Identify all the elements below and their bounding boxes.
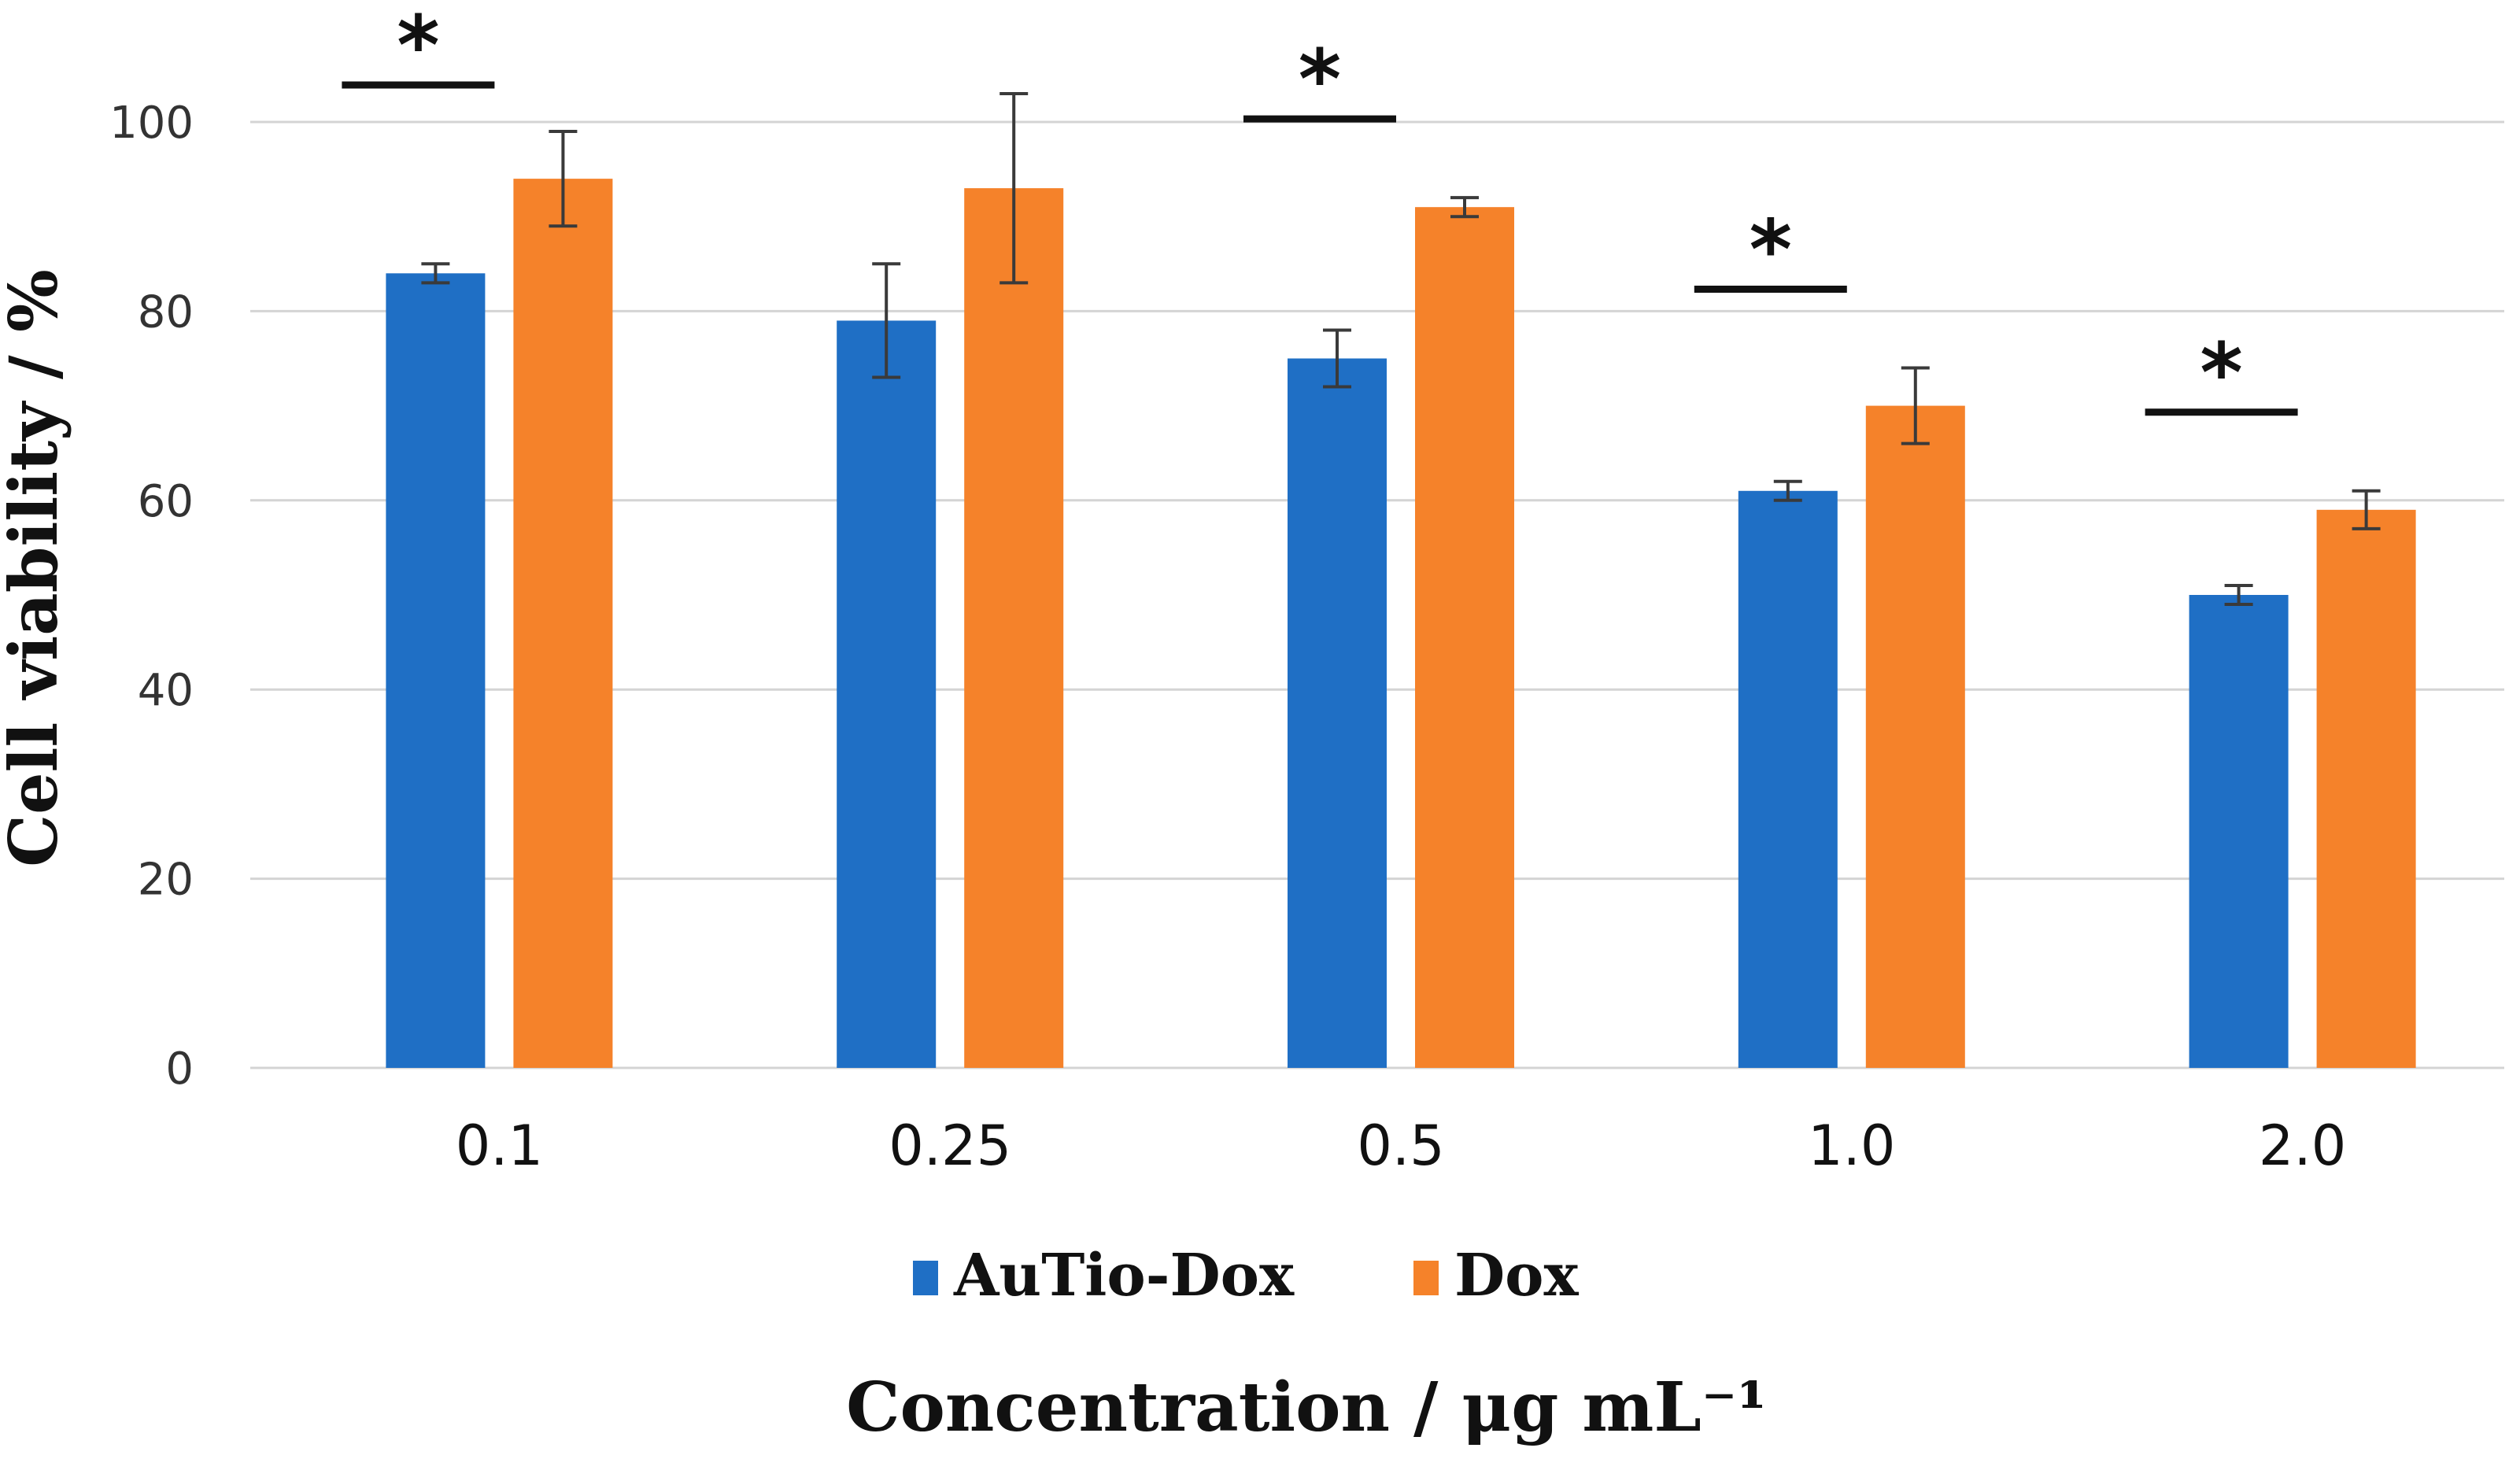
error-bar-dox-0-25 xyxy=(1000,91,1029,285)
x-tick-label: 0.1 xyxy=(456,1114,543,1178)
bar-autio-dox-0-25 xyxy=(837,320,937,1068)
bar-dox-0-1 xyxy=(513,179,613,1068)
legend-swatch-autio-dox xyxy=(913,1261,938,1295)
y-tick-label: 100 xyxy=(109,98,194,149)
y-tick-labels: 0 20 40 60 80 100 xyxy=(109,98,194,1095)
bar-dox-1-0 xyxy=(1865,405,1965,1068)
x-tick-label: 1.0 xyxy=(1808,1114,1895,1178)
y-tick-label: 80 xyxy=(138,286,194,338)
error-bar-dox-2-0 xyxy=(2352,489,2381,530)
bar-dox-2-0 xyxy=(2316,509,2416,1068)
error-bar-autio-dox-0-25 xyxy=(872,262,901,379)
x-tick-label: 0.5 xyxy=(1357,1114,1444,1178)
significance-0-5: * xyxy=(1243,31,1396,127)
error-bars xyxy=(421,91,2381,607)
bar-dox-0-5 xyxy=(1415,207,1514,1069)
significance-2-0: * xyxy=(2145,325,2298,421)
bar-dox-0-25 xyxy=(964,188,1064,1068)
error-bar-autio-dox-0-5 xyxy=(1323,328,1351,389)
x-tick-labels: 0.1 0.25 0.5 1.0 2.0 xyxy=(456,1114,2347,1178)
x-tick-label: 2.0 xyxy=(2259,1114,2346,1178)
x-axis-title: Concentration / μg mL⁻¹ xyxy=(846,1368,1767,1447)
legend-label-dox: Dox xyxy=(1454,1242,1580,1309)
y-axis-title: Cell viability / % xyxy=(0,269,72,867)
error-bar-dox-1-0 xyxy=(1901,366,1930,445)
legend: AuTio-Dox Dox xyxy=(913,1242,1580,1309)
bar-autio-dox-2-0 xyxy=(2189,595,2289,1068)
x-tick-label: 0.25 xyxy=(889,1114,1011,1178)
y-tick-label: 40 xyxy=(138,665,194,716)
significance-star: * xyxy=(1750,202,1792,298)
y-tick-label: 20 xyxy=(138,855,194,906)
y-tick-label: 60 xyxy=(138,476,194,527)
bar-autio-dox-1-0 xyxy=(1738,490,1838,1068)
significance-star: * xyxy=(397,0,439,94)
legend-label-autio-dox: AuTio-Dox xyxy=(953,1242,1295,1309)
legend-swatch-dox xyxy=(1413,1261,1439,1295)
y-tick-label: 0 xyxy=(165,1043,194,1095)
significance-1-0: * xyxy=(1694,202,1847,298)
bar-autio-dox-0-1 xyxy=(386,273,486,1068)
error-bar-autio-dox-2-0 xyxy=(2224,583,2253,607)
significance-star: * xyxy=(2200,325,2242,421)
bar-autio-dox-0-5 xyxy=(1288,358,1387,1068)
error-bar-autio-dox-1-0 xyxy=(1773,479,1802,502)
significance-markers: * * * * xyxy=(342,0,2298,421)
significance-star: * xyxy=(1299,31,1341,127)
bars xyxy=(386,179,2416,1069)
error-bar-autio-dox-0-1 xyxy=(421,262,450,285)
significance-0-1: * xyxy=(342,0,495,94)
error-bar-dox-0-5 xyxy=(1450,196,1479,219)
error-bar-dox-0-1 xyxy=(549,130,578,228)
